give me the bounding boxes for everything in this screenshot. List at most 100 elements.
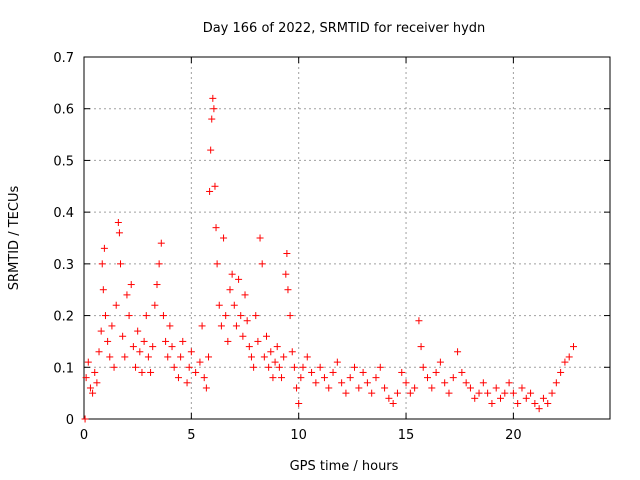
data-point	[228, 270, 236, 278]
data-point	[351, 363, 359, 371]
data-point	[290, 363, 298, 371]
data-point	[82, 374, 90, 382]
data-point	[312, 379, 320, 387]
data-point	[91, 368, 99, 376]
chart-title: Day 166 of 2022, SRMTID for receiver hyd…	[203, 21, 486, 36]
data-point	[245, 343, 253, 351]
y-tick-label: 0.2	[53, 310, 74, 325]
data-point	[565, 353, 573, 361]
data-point	[210, 105, 218, 113]
data-point	[282, 270, 290, 278]
data-point	[84, 358, 92, 366]
data-point	[475, 389, 483, 397]
data-point	[230, 301, 238, 309]
data-point	[320, 374, 328, 382]
data-point	[269, 374, 277, 382]
data-point	[458, 368, 466, 376]
data-point	[119, 332, 127, 340]
data-point	[479, 379, 487, 387]
data-point	[288, 348, 296, 356]
data-point	[522, 394, 530, 402]
data-point	[445, 389, 453, 397]
data-point	[283, 250, 291, 258]
y-tick-label: 0.4	[53, 206, 74, 221]
data-point	[539, 394, 547, 402]
data-point	[286, 312, 294, 320]
data-point	[202, 384, 210, 392]
data-point	[235, 275, 243, 283]
data-point	[406, 389, 414, 397]
data-point	[265, 363, 273, 371]
data-point	[544, 399, 552, 407]
data-point	[86, 384, 94, 392]
data-point	[376, 363, 384, 371]
data-point	[93, 379, 101, 387]
data-point	[271, 358, 279, 366]
data-point	[295, 399, 303, 407]
y-tick-label: 0.1	[53, 361, 74, 376]
data-point	[179, 337, 187, 345]
data-point	[561, 358, 569, 366]
data-point	[208, 115, 216, 123]
data-point	[411, 384, 419, 392]
data-point	[140, 337, 148, 345]
data-point	[402, 379, 410, 387]
data-point	[297, 374, 305, 382]
y-tick-label: 0.5	[53, 154, 74, 169]
data-point	[147, 368, 155, 376]
data-point	[99, 286, 107, 294]
data-point	[226, 286, 234, 294]
data-point	[250, 363, 258, 371]
data-point	[151, 301, 159, 309]
data-point	[284, 286, 292, 294]
grid	[84, 57, 610, 419]
data-point	[548, 389, 556, 397]
y-tick-label: 0.7	[53, 51, 74, 66]
data-point	[168, 343, 176, 351]
x-tick-label: 0	[80, 428, 88, 443]
data-point	[108, 322, 116, 330]
data-point	[206, 187, 214, 195]
data-point	[142, 312, 150, 320]
data-point	[308, 368, 316, 376]
data-point	[132, 363, 140, 371]
data-point	[138, 368, 146, 376]
data-point	[183, 379, 191, 387]
data-point	[466, 384, 474, 392]
data-point	[256, 234, 264, 242]
data-point	[232, 322, 240, 330]
data-point	[207, 146, 215, 154]
x-tick-label: 15	[398, 428, 415, 443]
data-point	[187, 348, 195, 356]
data-point	[363, 379, 371, 387]
data-point	[368, 389, 376, 397]
data-point	[215, 301, 223, 309]
data-point	[570, 343, 578, 351]
data-point	[492, 384, 500, 392]
data-point	[471, 394, 479, 402]
axis-ticks	[83, 56, 610, 420]
data-point	[527, 389, 535, 397]
data-point	[198, 322, 206, 330]
data-point	[166, 322, 174, 330]
data-point	[185, 363, 193, 371]
data-point	[509, 389, 517, 397]
x-tick-labels: 0 5 10 15 20	[80, 428, 522, 443]
data-point	[212, 224, 220, 232]
data-point	[424, 374, 432, 382]
data-point	[237, 312, 245, 320]
y-tick-label: 0	[66, 413, 74, 428]
data-point	[241, 291, 249, 299]
data-point	[164, 353, 172, 361]
x-tick-label: 10	[290, 428, 307, 443]
data-point	[224, 337, 232, 345]
data-point	[258, 260, 266, 268]
data-point	[432, 368, 440, 376]
data-point	[153, 281, 161, 289]
data-point	[222, 312, 230, 320]
data-point	[275, 363, 283, 371]
data-point	[293, 384, 301, 392]
data-point	[557, 368, 565, 376]
data-point	[372, 374, 380, 382]
